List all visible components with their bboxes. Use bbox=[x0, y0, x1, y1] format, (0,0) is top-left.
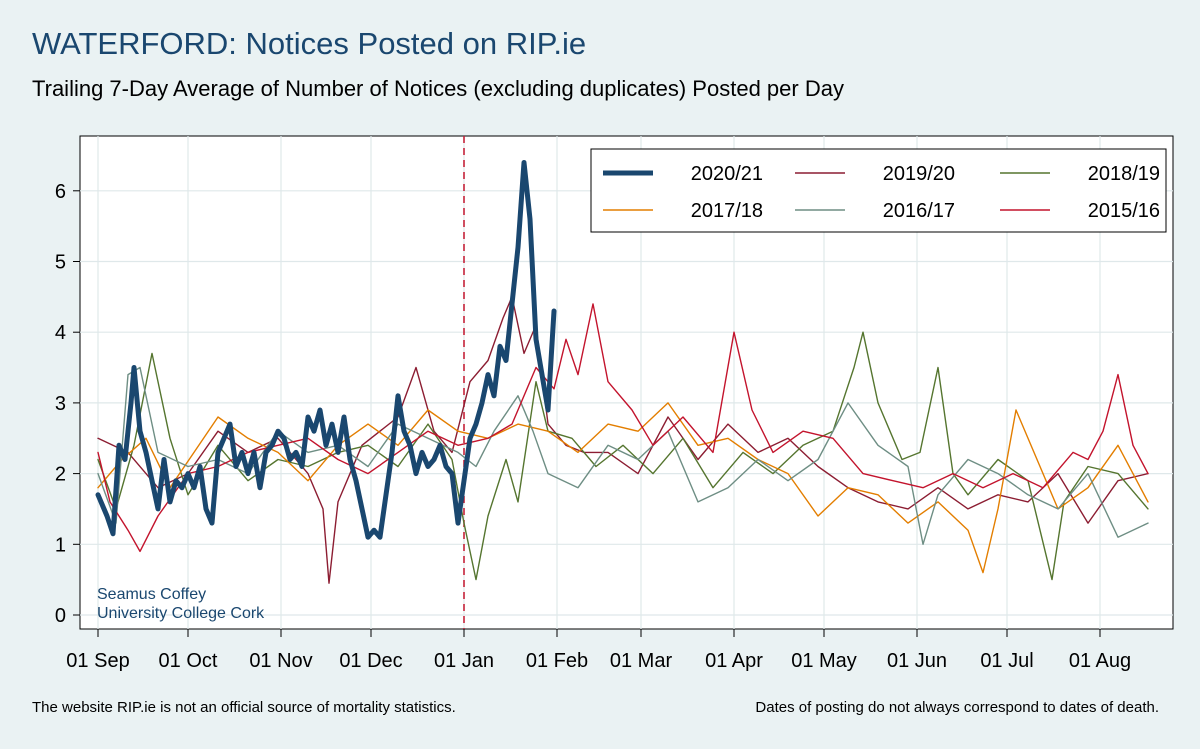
x-tick-label: 01 Apr bbox=[705, 650, 763, 672]
series-layer bbox=[95, 160, 1149, 584]
series-line-2016-17 bbox=[97, 366, 1149, 545]
x-tick-label: 01 Sep bbox=[66, 650, 129, 672]
y-tick-label: 3 bbox=[55, 393, 66, 415]
x-tick-label: 01 Feb bbox=[526, 650, 588, 672]
x-tick-label: 01 Aug bbox=[1069, 650, 1131, 672]
x-tick-label: 01 Mar bbox=[610, 650, 673, 672]
x-tick-label: 01 Oct bbox=[159, 650, 218, 672]
y-tick-label: 2 bbox=[55, 464, 66, 486]
y-tick-label: 0 bbox=[55, 605, 66, 627]
footer-note: Dates of posting do not always correspon… bbox=[755, 699, 1159, 716]
x-tick-label: 01 Jun bbox=[887, 650, 947, 672]
annotation-affiliation: University College Cork bbox=[97, 605, 265, 622]
annotation-author: Seamus Coffey bbox=[97, 586, 206, 603]
legend-label: 2018/19 bbox=[1088, 163, 1160, 185]
series-line-2015-16 bbox=[97, 303, 1149, 553]
chart-subtitle: Trailing 7-Day Average of Number of Noti… bbox=[32, 76, 844, 101]
legend-box bbox=[590, 148, 1167, 233]
x-tick-label: 01 Jan bbox=[434, 650, 494, 672]
series-line-2017-18 bbox=[97, 402, 1149, 574]
axes: 0 1 2 3 4 5 6 01 Sep 01 Oct 01 Nov 01 Dec 01 Jan 01 … bbox=[55, 181, 1131, 672]
x-tick-label: 01 May bbox=[791, 650, 857, 672]
y-tick-label: 1 bbox=[55, 534, 66, 556]
legend-label: 2015/16 bbox=[1088, 200, 1160, 222]
chart-title: WATERFORD: Notices Posted on RIP.ie bbox=[32, 26, 587, 61]
author-annotation: Seamus Coffey University College Cork bbox=[97, 586, 265, 622]
legend: 2020/21 2019/20 2018/19 2017/18 2016/17 2015/… bbox=[590, 148, 1167, 233]
x-tick-label: 01 Dec bbox=[339, 650, 402, 672]
series-line-2018-19 bbox=[97, 331, 1149, 581]
y-tick-label: 5 bbox=[55, 252, 66, 274]
footer-disclaimer: The website RIP.ie is not an official so… bbox=[32, 699, 456, 716]
x-tick-label: 01 Jul bbox=[980, 650, 1033, 672]
legend-label: 2016/17 bbox=[883, 200, 955, 222]
y-tick-label: 6 bbox=[55, 181, 66, 203]
y-tick-label: 4 bbox=[55, 322, 66, 344]
legend-label: 2017/18 bbox=[691, 200, 763, 222]
series-line-2020-21 bbox=[95, 160, 557, 540]
legend-label: 2019/20 bbox=[883, 163, 955, 185]
legend-label: 2020/21 bbox=[691, 163, 763, 185]
x-tick-label: 01 Nov bbox=[249, 650, 312, 672]
